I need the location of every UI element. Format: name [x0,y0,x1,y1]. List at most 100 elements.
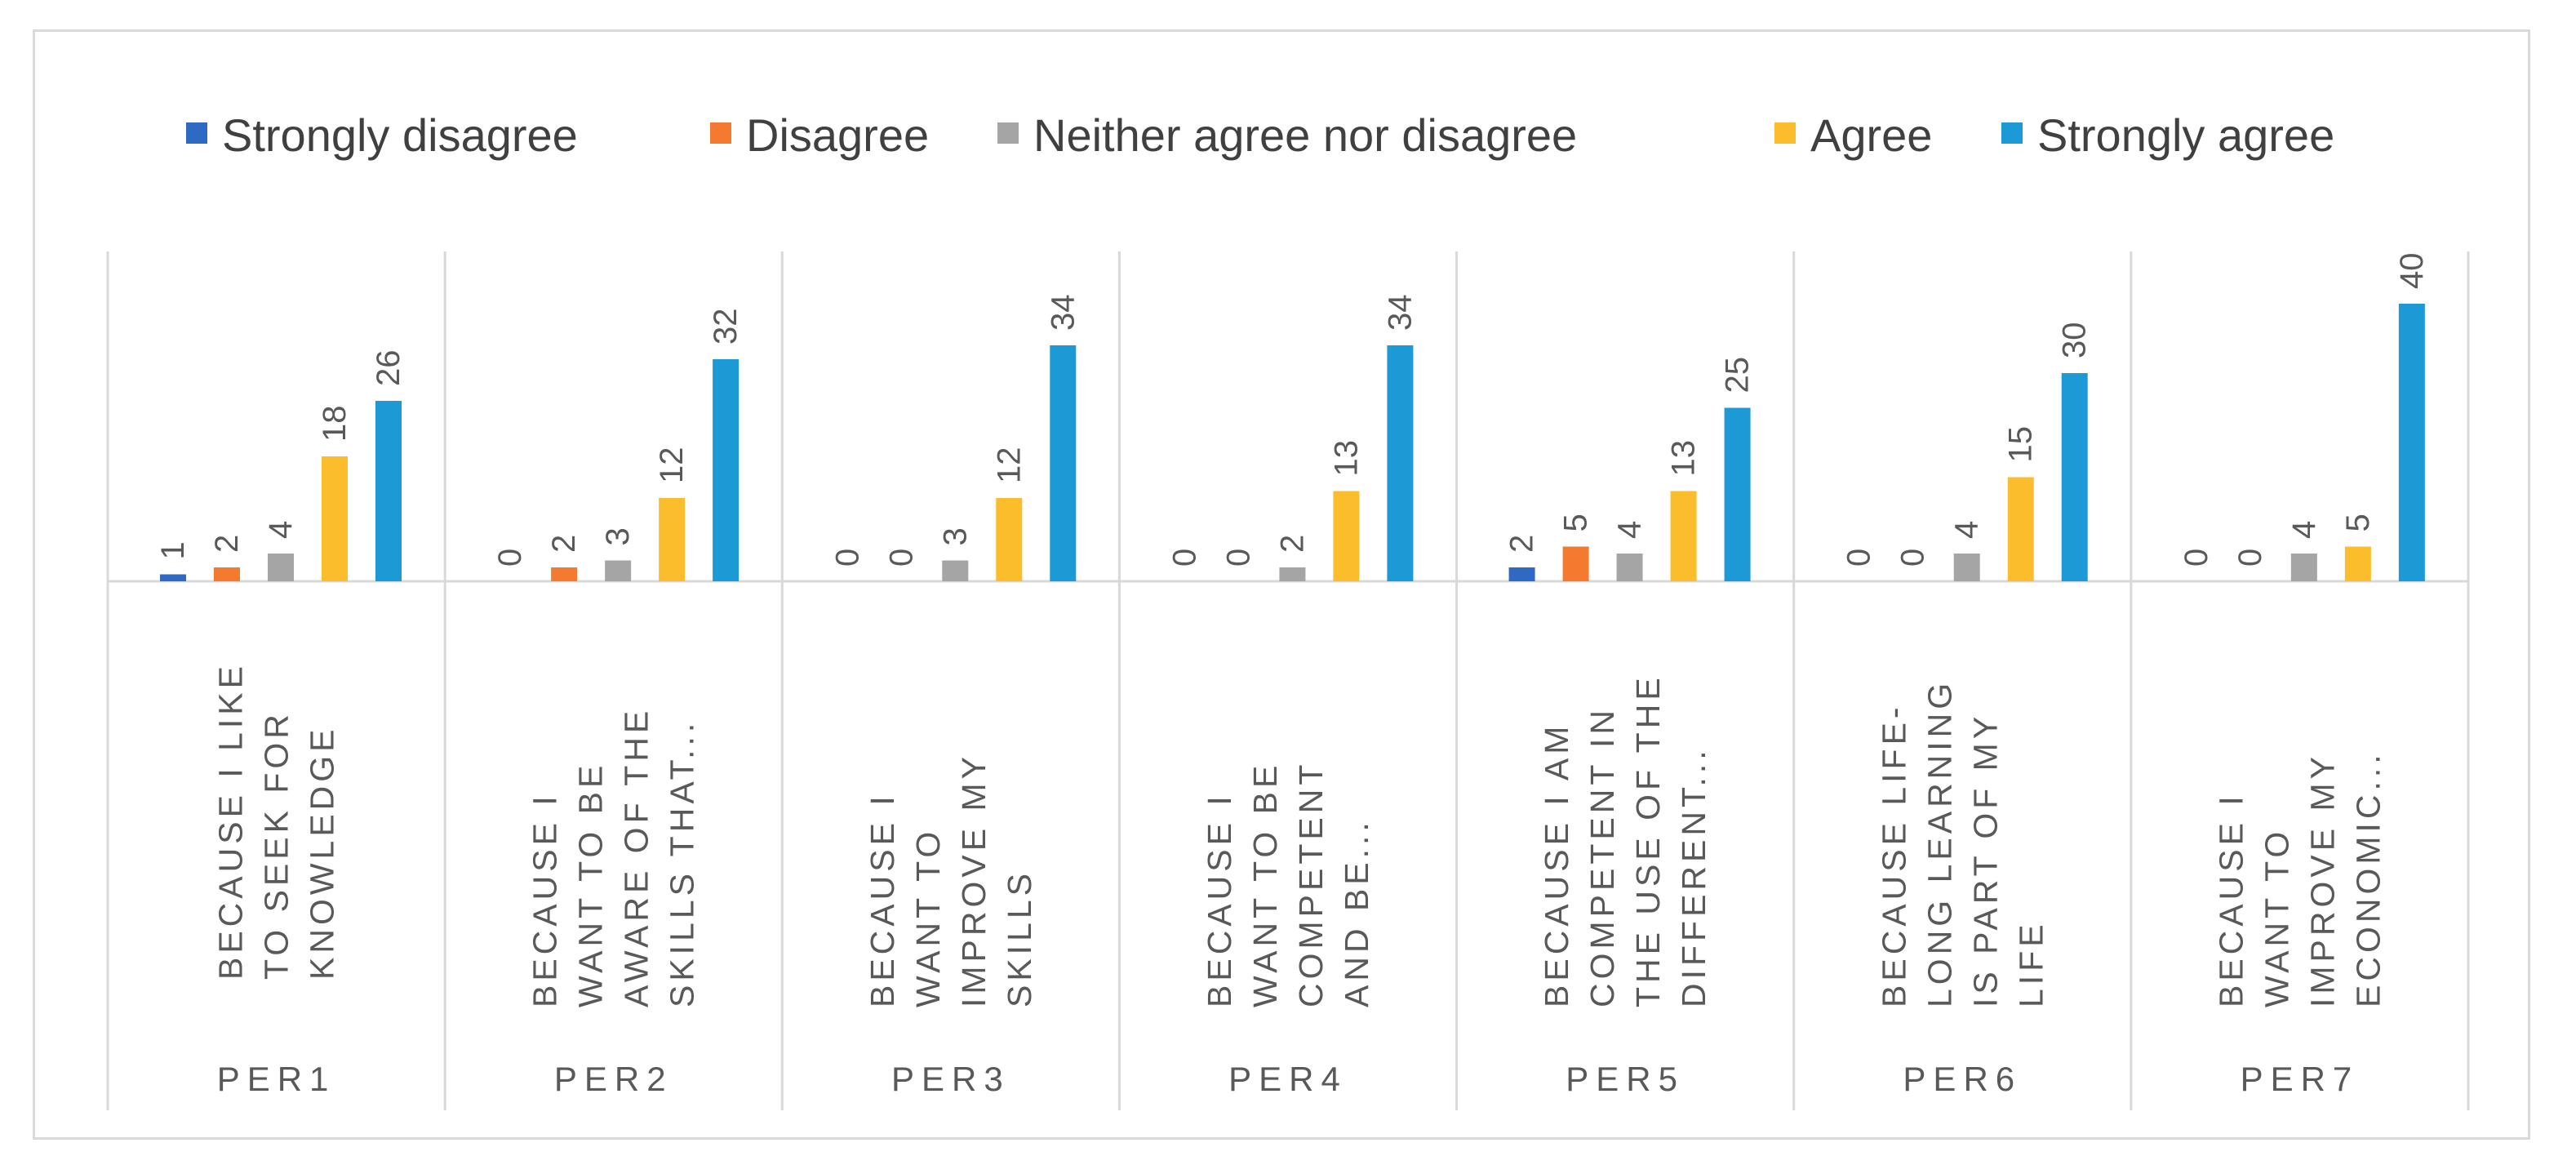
value-label-per5-strongly-agree: 25 [1720,357,1756,394]
category-label-per6-line-3: IS PART OF MY [1966,713,2004,1007]
bar-per4-neither-agree-nor-disagree [1279,567,1306,581]
group-label-per5: PER5 [1566,1060,1685,1098]
value-label-per1-strongly-disagree: 1 [155,541,191,559]
value-label-per7-strongly-agree: 40 [2394,253,2430,290]
category-label-per3-line-1: BECAUSE I [864,792,901,1007]
group-labels: PER1 PER2 PER3 PER4 PER5 PER6 PER7 [217,1060,2360,1098]
value-label-per5-neither-agree-nor-disagree: 4 [1612,521,1648,539]
category-label-per6-line-2: LONG LEARNING [1921,679,1958,1007]
category-labels: BECAUSE I LIKE TO SEEK FOR KNOWLEDGE BECAUS… [212,662,2387,1007]
bar-per3-agree [996,498,1023,581]
category-label-per5-line-3: THE USE OF THE [1629,674,1667,1007]
legend-swatch-neither-agree-nor-disagree [997,122,1019,144]
category-label-per1-line-1: BECAUSE I LIKE [212,662,250,980]
value-label-per6-agree: 15 [2003,426,2039,463]
bar-per3-neither-agree-nor-disagree [942,560,969,581]
bar-per2-disagree [551,567,578,581]
category-label-per7-line-4: ECONOMIC... [2349,750,2387,1007]
value-label-per7-disagree: 0 [2232,549,2268,567]
bar-per4-agree [1333,491,1360,581]
bar-per1-neither-agree-nor-disagree [268,554,294,581]
category-label-per4-line-2: WANT TO BE [1246,762,1284,1007]
bar-per4-strongly-agree [1387,345,1414,581]
category-label-per5-line-4: DIFFERENT... [1675,746,1712,1007]
bar-per1-strongly-agree [375,401,402,581]
value-label-per4-disagree: 0 [1220,549,1256,567]
value-label-per4-strongly-agree: 34 [1382,295,1418,331]
category-label-per7-line-2: WANT TO [2258,828,2295,1007]
value-label-per7-agree: 5 [2340,514,2376,531]
category-label-per4-line-1: BECAUSE I [1201,792,1238,1007]
value-label-per3-neither-agree-nor-disagree: 3 [937,527,973,545]
group-label-per7: PER7 [2241,1060,2360,1098]
value-label-per6-neither-agree-nor-disagree: 4 [1949,521,1985,539]
legend-swatch-agree [1774,122,1796,144]
bar-per7-agree [2344,546,2371,581]
bar-per5-strongly-disagree [1508,567,1535,581]
group-label-per2: PER2 [554,1060,673,1098]
bar-per6-strongly-agree [2061,373,2088,581]
value-label-per3-strongly-disagree: 0 [829,549,865,567]
value-label-per6-strongly-agree: 30 [2057,322,2093,359]
category-label-per3-line-3: IMPROVE MY [955,753,993,1007]
bar-per2-strongly-agree [713,359,739,581]
bar-per6-neither-agree-nor-disagree [1953,554,1980,581]
group-label-per3: PER3 [891,1060,1010,1098]
bar-per6-agree [2007,477,2034,581]
bar-per5-disagree [1562,546,1589,581]
category-label-per2-line-2: WANT TO BE [572,762,610,1007]
category-label-per3-line-2: WANT TO [909,828,947,1007]
category-label-per7-line-1: BECAUSE I [2212,792,2250,1007]
value-label-per2-agree: 12 [654,447,690,484]
category-label-per1-line-3: KNOWLEDGE [304,725,341,980]
value-label-per4-agree: 13 [1328,440,1364,477]
legend-label-strongly-agree: Strongly agree [2037,109,2334,161]
category-label-per4-line-4: AND BE... [1338,818,1375,1007]
value-label-per4-neither-agree-nor-disagree: 2 [1274,535,1310,553]
value-label-per2-strongly-agree: 32 [708,309,744,345]
value-label-per1-disagree: 2 [209,535,245,553]
legend-swatch-disagree [710,122,731,144]
bar-per1-agree [322,456,348,581]
value-label-per3-strongly-agree: 34 [1045,295,1081,331]
value-label-per1-neither-agree-nor-disagree: 4 [263,521,299,539]
value-label-per4-strongly-disagree: 0 [1166,549,1202,567]
bar-per5-neither-agree-nor-disagree [1616,554,1643,581]
bar-per2-agree [659,498,686,581]
group-dividers [106,251,2470,1110]
bar-per7-strongly-agree [2398,304,2425,581]
legend-label-disagree: Disagree [746,109,929,161]
bar-per3-strongly-agree [1050,345,1077,581]
legend-swatch-strongly-agree [2001,122,2023,144]
group-label-per4: PER4 [1228,1060,1348,1098]
category-label-per6-line-4: LIFE [2012,920,2050,1007]
category-label-per2-line-4: SKILLS THAT... [664,719,701,1007]
value-label-per5-strongly-disagree: 2 [1504,535,1540,553]
category-label-per3-line-4: SKILLS [1001,869,1038,1007]
legend-label-neither-agree-nor-disagree: Neither agree nor disagree [1033,109,1577,161]
value-label-per5-agree: 13 [1666,440,1702,477]
bar-per1-disagree [214,567,240,581]
bar-per2-neither-agree-nor-disagree [605,560,632,581]
category-label-per1-line-2: TO SEEK FOR [258,710,295,980]
bar-per5-agree [1670,491,1697,581]
category-label-per6-line-1: BECAUSE LIFE- [1875,703,1912,1007]
legend: Strongly disagree Disagree Neither agree n… [186,109,2334,161]
category-label-per7-line-3: IMPROVE MY [2303,753,2341,1007]
value-label-per7-strongly-disagree: 0 [2178,549,2214,567]
bar-per7-neither-agree-nor-disagree [2290,554,2317,581]
category-label-per5-line-2: COMPETENT IN [1583,706,1621,1007]
category-label-per4-line-3: COMPETENT [1292,761,1330,1007]
value-label-per5-disagree: 5 [1558,514,1594,531]
value-label-per2-neither-agree-nor-disagree: 3 [600,527,636,545]
value-label-per2-strongly-disagree: 0 [492,549,528,567]
value-label-per1-strongly-agree: 26 [371,350,406,387]
legend-swatch-strongly-disagree [186,122,207,144]
group-label-per1: PER1 [217,1060,336,1098]
value-label-per1-agree: 18 [317,406,353,442]
value-label-per3-agree: 12 [991,447,1027,484]
value-label-per3-disagree: 0 [883,549,919,567]
category-label-per2-line-1: BECAUSE I [526,792,564,1007]
